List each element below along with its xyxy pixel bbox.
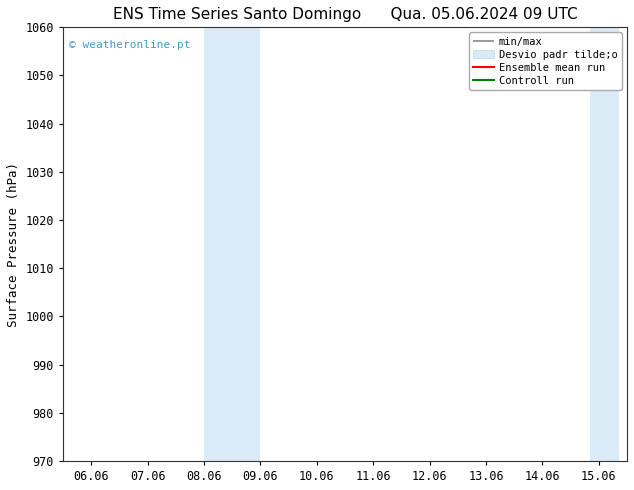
Legend: min/max, Desvio padr tilde;o, Ensemble mean run, Controll run: min/max, Desvio padr tilde;o, Ensemble m… [469, 32, 622, 90]
Y-axis label: Surface Pressure (hPa): Surface Pressure (hPa) [7, 162, 20, 327]
Title: ENS Time Series Santo Domingo      Qua. 05.06.2024 09 UTC: ENS Time Series Santo Domingo Qua. 05.06… [113, 7, 578, 22]
Bar [590, 27, 619, 461]
Text: © weatheronline.pt: © weatheronline.pt [68, 40, 190, 50]
Bar [204, 27, 261, 461]
